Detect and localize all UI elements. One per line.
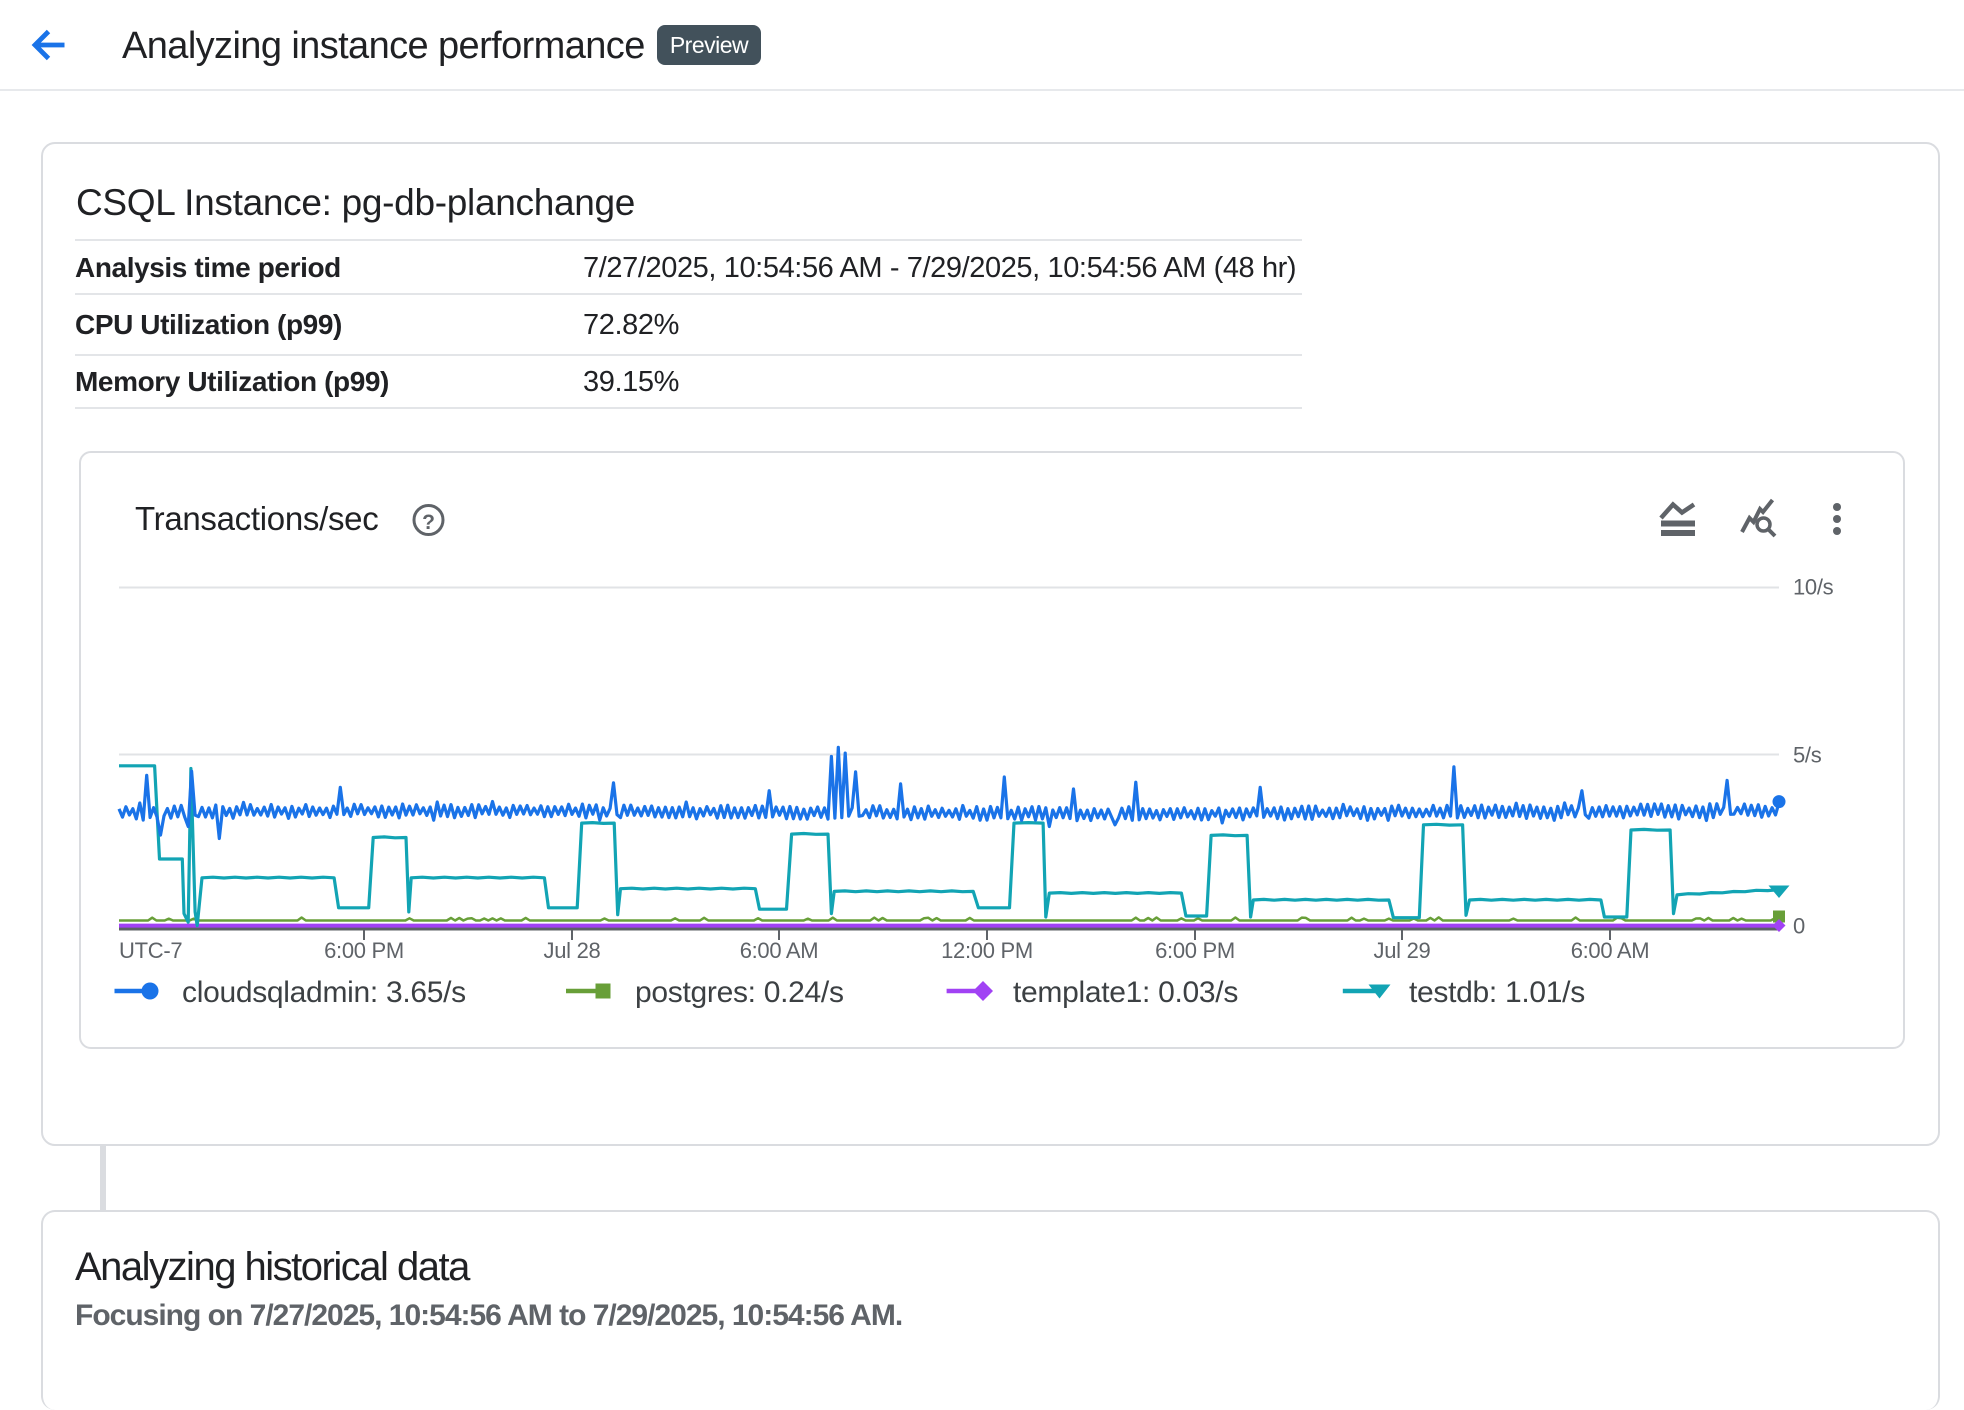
svg-text:6:00 AM: 6:00 AM [1571,938,1650,963]
svg-text:5/s: 5/s [1793,743,1822,768]
svg-text:Jul 28: Jul 28 [544,938,601,963]
svg-text:?: ? [422,511,435,534]
svg-text:6:00 PM: 6:00 PM [324,938,404,963]
svg-text:12:00 PM: 12:00 PM [941,938,1033,963]
svg-text:6:00 AM: 6:00 AM [740,938,819,963]
svg-text:Transactions/sec: Transactions/sec [135,500,378,537]
svg-text:testdb: 1.01/s: testdb: 1.01/s [1409,976,1585,1009]
svg-text:10/s: 10/s [1793,575,1834,600]
svg-text:template1: 0.03/s: template1: 0.03/s [1013,976,1238,1009]
svg-text:6:00 PM: 6:00 PM [1155,938,1235,963]
svg-text:postgres: 0.24/s: postgres: 0.24/s [635,976,844,1009]
svg-text:cloudsqladmin: 3.65/s: cloudsqladmin: 3.65/s [182,976,466,1009]
svg-text:0: 0 [1793,914,1805,939]
svg-text:Jul 29: Jul 29 [1374,938,1431,963]
svg-text:UTC-7: UTC-7 [119,938,182,963]
